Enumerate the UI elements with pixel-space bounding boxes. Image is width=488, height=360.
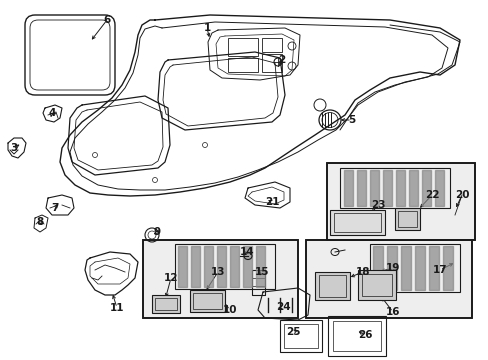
Bar [369,244,459,292]
Bar [305,240,471,318]
Bar [314,272,349,300]
Bar [175,244,274,289]
Bar [326,163,474,240]
Text: 3: 3 [10,143,18,153]
Text: 23: 23 [370,200,385,210]
Bar [262,38,282,52]
Polygon shape [414,246,424,290]
Bar [318,275,346,297]
Text: 15: 15 [254,267,269,277]
Polygon shape [356,170,365,206]
Polygon shape [256,246,264,287]
Bar [280,320,321,352]
Text: 6: 6 [103,15,110,25]
Polygon shape [421,170,430,206]
Bar [357,270,395,300]
Bar [262,54,282,72]
Bar [327,316,385,356]
Text: 19: 19 [385,263,399,273]
Text: 24: 24 [275,302,290,312]
Polygon shape [382,170,391,206]
Text: 22: 22 [424,190,438,200]
Bar [394,208,419,230]
Text: 8: 8 [36,217,43,227]
Bar [142,240,297,318]
Polygon shape [372,246,382,290]
Polygon shape [203,246,213,287]
Text: 13: 13 [210,267,225,277]
Bar [155,298,177,310]
Polygon shape [386,246,396,290]
Polygon shape [191,246,200,287]
Polygon shape [217,246,225,287]
Polygon shape [243,246,251,287]
Bar [142,240,297,318]
Text: 12: 12 [163,273,178,283]
Bar [227,38,258,56]
Bar [305,240,471,318]
Bar [326,163,474,240]
Text: 9: 9 [153,227,160,237]
Text: 10: 10 [223,305,237,315]
Bar [333,213,380,232]
Text: 25: 25 [285,327,300,337]
Bar [329,210,384,235]
Bar [152,295,180,313]
Text: 14: 14 [239,247,254,257]
Text: 4: 4 [48,108,56,118]
Text: 1: 1 [203,23,210,33]
Text: 18: 18 [355,267,369,277]
Bar [190,290,224,312]
Polygon shape [434,170,443,206]
Bar [361,274,391,296]
Bar [193,293,222,309]
Polygon shape [229,246,239,287]
Polygon shape [343,170,352,206]
Polygon shape [428,246,438,290]
Bar [284,324,317,348]
Text: 7: 7 [51,203,59,213]
Polygon shape [369,170,378,206]
Text: 5: 5 [347,115,355,125]
Text: 2: 2 [278,55,285,65]
Polygon shape [395,170,404,206]
Text: 20: 20 [454,190,468,200]
Bar [397,211,416,227]
Text: 17: 17 [432,265,447,275]
Bar [339,168,449,208]
Polygon shape [408,170,417,206]
Bar [227,58,258,72]
Polygon shape [178,246,186,287]
Bar [332,321,380,351]
Text: 16: 16 [385,307,400,317]
Text: 26: 26 [357,330,371,340]
Text: 21: 21 [264,197,279,207]
Text: 11: 11 [109,303,124,313]
Polygon shape [400,246,410,290]
Polygon shape [442,246,452,290]
